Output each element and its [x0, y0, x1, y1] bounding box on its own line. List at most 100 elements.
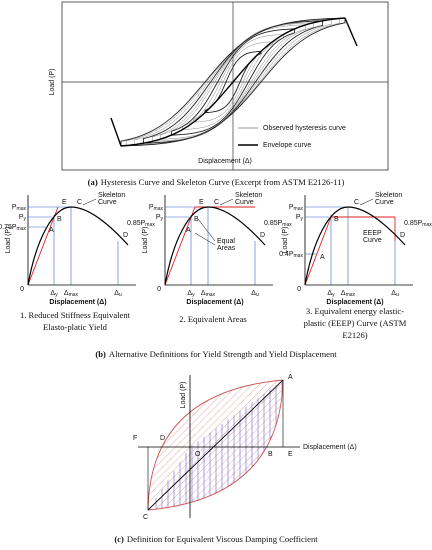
x-tick-label-sub: max [346, 292, 356, 298]
y-axis-label: Load (P) [282, 227, 289, 254]
x-tick-label: Δy [327, 290, 335, 298]
point-label: B [57, 216, 62, 223]
y-tick-label-sub: max [294, 206, 304, 212]
x-tick-label: Δy [50, 290, 58, 298]
point-label: B [268, 451, 273, 458]
eeep-label: Curve [363, 237, 382, 244]
y-tick-label: Py [296, 214, 304, 222]
x-tick-label-sub: u [119, 292, 122, 298]
right-label: 0.85Pmax [127, 220, 155, 228]
skeleton-curve [27, 206, 129, 286]
y-tick-label-main: P [289, 204, 294, 211]
caption: (a) Hysteresis Curve and Skeleton Curve (… [88, 177, 345, 187]
right-label-sub: max [282, 222, 292, 228]
x-tick-label: Δmax [64, 290, 79, 298]
x-tick-label-main: Δ [341, 290, 346, 297]
caption-text: Hysteresis Curve and Skeleton Curve (Exc… [101, 177, 345, 187]
point-label: A [288, 374, 293, 381]
right-label-sub: max [422, 222, 432, 228]
x-tick-label-sub: max [69, 292, 79, 298]
right-label: 0.85Pmax [264, 220, 292, 228]
hysteresis-loop [170, 28, 296, 136]
subplot-caption: 1. Reduced Stiffness Equivalent [20, 310, 131, 320]
point-label: A [49, 227, 54, 234]
x-tick-label: Δu [251, 290, 259, 298]
y-tick-label: Pmax [12, 204, 27, 212]
origin-label: 0 [157, 286, 161, 293]
y-tick-label-main: P [296, 214, 301, 221]
y-tick-label-sub: max [294, 253, 304, 259]
line [82, 198, 97, 206]
panel-a-frame [61, 1, 389, 171]
x-tick-label-main: Δ [64, 290, 69, 297]
x-tick-label-sub: u [256, 292, 259, 298]
area-label: Areas [217, 245, 236, 252]
x-axis-label: Displacement (Δ) [49, 299, 106, 306]
envelope-curve [120, 17, 346, 147]
line [164, 206, 196, 286]
y-tick-label-main: P [156, 214, 161, 221]
curve-label: Skeleton [98, 192, 125, 199]
x-tick-label-sub: u [396, 292, 399, 298]
subplot-caption: E2126) [342, 330, 367, 340]
point-label: C [354, 199, 359, 206]
hysteresis-loop [204, 50, 262, 114]
x-tick-label-main: Δ [251, 290, 256, 297]
y-tick-label-sub: max [154, 206, 164, 212]
curve-label: Skeleton [235, 192, 262, 199]
right-label-main: 0.85P [404, 220, 423, 227]
point-label: O [195, 451, 201, 458]
y-tick-label: Pmax [149, 204, 164, 212]
point-label: C [77, 199, 82, 206]
x-axis-label: Displacement (Δ) [198, 158, 252, 165]
x-tick-label-main: Δ [391, 290, 396, 297]
point-label: F [133, 435, 137, 442]
y-axis-label: Load (P) [5, 227, 12, 254]
y-tick-label-sub: max [17, 206, 27, 212]
point-label: D [123, 232, 128, 239]
point-label: C [143, 514, 148, 521]
subplot-caption: plastic (EEEP) Curve (ASTM [304, 318, 407, 328]
curve-label: Curve [375, 199, 394, 206]
y-axis-label: Load (P) [142, 227, 149, 254]
y-tick-label: Py [19, 214, 27, 222]
x-tick-label: Δmax [201, 290, 216, 298]
y-axis-label: Load (P) [180, 382, 187, 409]
curve-label: Curve [98, 199, 117, 206]
origin-label: 0 [297, 286, 301, 293]
x-tick-label-main: Δ [187, 290, 192, 297]
caption-text: Definition for Equivalent Viscous Dampin… [127, 534, 318, 544]
right-label-sub: max [145, 222, 155, 228]
x-tick-label: Δu [391, 290, 399, 298]
x-tick-label: Δmax [341, 290, 356, 298]
line [197, 218, 216, 242]
hysteresis-curves [110, 17, 358, 147]
x-tick-label-sub: max [206, 292, 216, 298]
eeep-label: EEEP [363, 230, 382, 237]
right-label-main: 0.85P [127, 220, 146, 227]
caption: (b) Alternative Definitions for Yield Str… [95, 349, 337, 359]
point-label: D [260, 232, 265, 239]
right-label-main: 0.85P [264, 220, 283, 227]
y-axis-label: Load (P) [49, 69, 56, 96]
point-label: D [400, 232, 405, 239]
point-label: A [186, 227, 191, 234]
right-label: 0.85Pmax [404, 220, 432, 228]
y-tick-label: 0.75Pmax [0, 224, 26, 232]
y-tick-label: 0.4Pmax [279, 251, 303, 259]
caption-tag: (a) [88, 177, 98, 187]
y-tick-label-main: P [12, 204, 17, 211]
curve-label: Curve [235, 199, 254, 206]
point-label: E [199, 199, 204, 206]
x-axis-label: Displacement (Δ) [303, 444, 357, 451]
area-label: Equal [217, 238, 235, 245]
point-label: E [288, 451, 293, 458]
subplot-caption: Elasto-platic Yield [43, 322, 108, 332]
skeleton-curve [164, 206, 266, 286]
y-tick-label-sub: y [301, 216, 304, 222]
caption: (c) Definition for Equivalent Viscous Dam… [114, 534, 318, 544]
skeleton-curve [304, 206, 406, 286]
line [194, 232, 216, 246]
x-tick-label-sub: y [332, 292, 335, 298]
